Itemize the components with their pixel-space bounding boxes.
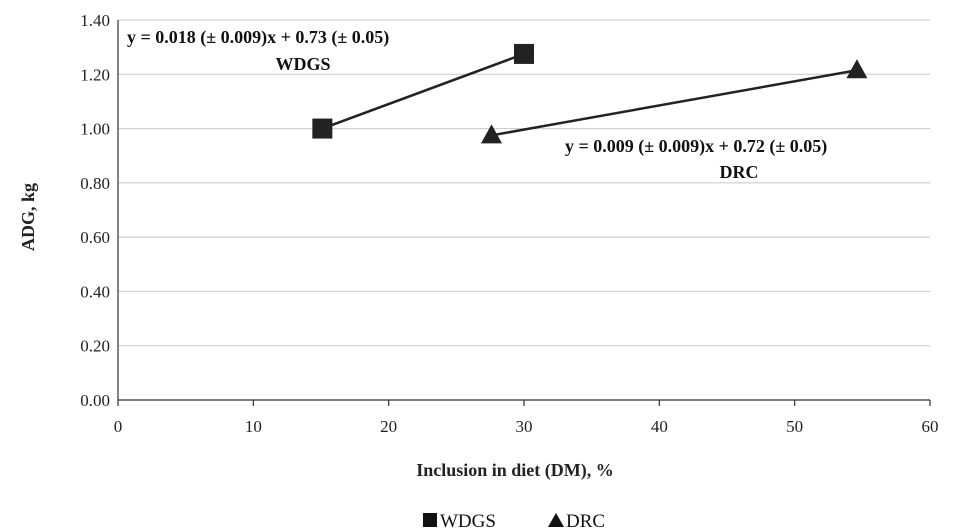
x-tick-label: 50 xyxy=(786,417,803,436)
y-tick-label: 1.20 xyxy=(80,65,110,84)
y-tick-label: 1.00 xyxy=(80,120,110,139)
drc-equation: y = 0.009 (± 0.009)x + 0.72 (± 0.05) xyxy=(565,136,827,157)
y-tick-label: 0.80 xyxy=(80,174,110,193)
y-tick-labels: 0.00 0.20 0.40 0.60 0.80 1.00 1.20 1.40 xyxy=(80,11,110,410)
legend-drc-label: DRC xyxy=(566,511,605,532)
series-layer xyxy=(312,43,868,144)
x-tick-label: 60 xyxy=(922,417,939,436)
wdgs-label: WDGS xyxy=(275,54,330,74)
x-tick-label: 10 xyxy=(245,417,262,436)
wdgs-equation: y = 0.018 (± 0.009)x + 0.73 (± 0.05) xyxy=(127,27,389,48)
legend-wdgs-label: WDGS xyxy=(440,511,496,532)
x-tick-label: 20 xyxy=(380,417,397,436)
drc-point-1 xyxy=(846,59,868,79)
gridlines xyxy=(118,19,930,347)
wdgs-point-0 xyxy=(312,118,333,139)
legend-wdgs-square-icon xyxy=(423,513,437,527)
drc-line xyxy=(491,68,858,137)
x-tick-labels: 0 10 20 30 40 50 60 xyxy=(114,417,939,436)
legend-drc-triangle-icon xyxy=(548,513,564,527)
axes xyxy=(117,20,931,406)
x-tick-label: 30 xyxy=(516,417,533,436)
y-axis-title: ADG, kg xyxy=(18,183,38,251)
wdgs-point-1 xyxy=(514,43,534,64)
y-tick-label: 0.00 xyxy=(80,391,110,410)
y-tick-label: 0.40 xyxy=(80,282,110,301)
legend: WDGS DRC xyxy=(423,511,605,532)
wdgs-line xyxy=(321,52,525,130)
drc-label: DRC xyxy=(720,162,759,182)
x-tick-label: 40 xyxy=(651,417,668,436)
y-tick-label: 0.60 xyxy=(80,228,110,247)
y-tick-label: 0.20 xyxy=(80,337,110,356)
x-axis-title: Inclusion in diet (DM), % xyxy=(416,460,614,481)
x-tick-label: 0 xyxy=(114,417,123,436)
drc-point-0 xyxy=(481,124,503,144)
y-tick-label: 1.40 xyxy=(80,11,110,30)
